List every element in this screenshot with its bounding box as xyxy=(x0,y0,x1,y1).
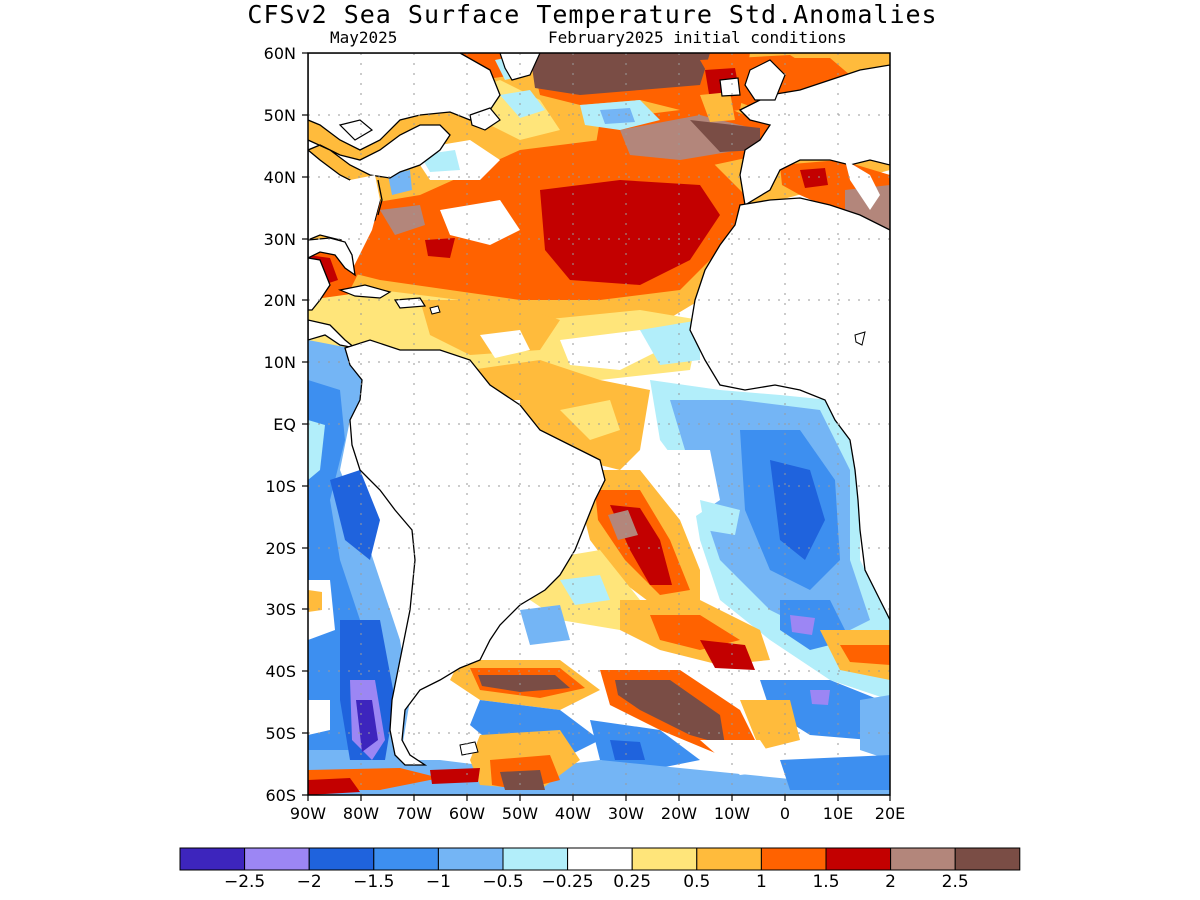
lat-label-30n: 30N xyxy=(263,230,296,249)
lat-label-60n: 60N xyxy=(263,44,296,63)
colorbar-swatch-0 xyxy=(179,847,246,871)
lat-label-50s: 50S xyxy=(265,724,296,743)
map-title: CFSv2 Sea Surface Temperature Std.Anomal… xyxy=(247,0,938,29)
lon-label-70w: 70W xyxy=(395,804,433,823)
lon-label-60w: 60W xyxy=(448,804,486,823)
colorbar-label-8: 1 xyxy=(755,872,767,892)
initial-conditions: February2025 initial conditions xyxy=(548,28,847,47)
colorbar xyxy=(179,847,1021,871)
lat-label-40s: 40S xyxy=(265,662,296,681)
colorbar-label-2: −1.5 xyxy=(353,872,395,892)
colorbar-label-11: 2.5 xyxy=(941,872,969,892)
colorbar-label-1: −2 xyxy=(296,872,322,892)
lon-label-10e: 10E xyxy=(822,804,854,823)
africa-land xyxy=(689,197,890,621)
lon-label-40w: 40W xyxy=(554,804,592,823)
colorbar-label-3: −1 xyxy=(425,872,451,892)
colorbar-label-4: −0.5 xyxy=(482,872,524,892)
colorbar-swatch-4 xyxy=(437,847,504,871)
lon-label-30w: 30W xyxy=(607,804,645,823)
colorbar-swatch-3 xyxy=(373,847,439,871)
colorbar-swatch-9 xyxy=(760,847,827,871)
colorbar-swatch-10 xyxy=(825,847,892,871)
lat-label-50n: 50N xyxy=(263,106,296,125)
lon-label-80w: 80W xyxy=(342,804,380,823)
forecast-month: May2025 xyxy=(330,28,398,47)
europe-land xyxy=(738,64,890,207)
colorbar-swatch-12 xyxy=(954,847,1021,871)
colorbar-label-6: 0.25 xyxy=(613,872,652,892)
colorbar-swatch-6 xyxy=(567,847,633,871)
colorbar-label-7: 0.5 xyxy=(683,872,711,892)
lon-label-50w: 50W xyxy=(501,804,539,823)
colorbar-label-5: −0.25 xyxy=(541,872,594,892)
colorbar-swatch-2 xyxy=(308,847,375,871)
lon-label-90w: 90W xyxy=(289,804,327,823)
graticule xyxy=(308,53,890,795)
lat-label-20s: 20S xyxy=(265,539,296,558)
colorbar-label-9: 1.5 xyxy=(812,872,840,892)
lat-label-eq: EQ xyxy=(273,415,296,434)
lat-label-10s: 10S xyxy=(265,477,296,496)
colorbar-swatch-11 xyxy=(890,847,956,871)
lon-label-10w: 10W xyxy=(713,804,751,823)
colorbar-swatch-1 xyxy=(244,847,310,871)
sst-anomaly-field xyxy=(308,53,890,795)
axis-ticks xyxy=(302,52,891,801)
colorbar-swatch-5 xyxy=(502,847,569,871)
lat-label-30s: 30S xyxy=(265,600,296,619)
colorbar-swatch-7 xyxy=(631,847,698,871)
colorbar-label-10: 2 xyxy=(885,872,896,892)
colorbar-label-0: −2.5 xyxy=(223,872,266,892)
lat-label-20n: 20N xyxy=(263,291,296,310)
lon-label-20e: 20E xyxy=(874,804,906,823)
lat-label-60s: 60S xyxy=(265,786,296,805)
lon-label-0: 0 xyxy=(779,804,791,823)
colorbar-swatch-8 xyxy=(696,847,762,871)
lat-label-40n: 40N xyxy=(263,168,296,187)
south-america-land xyxy=(344,339,606,766)
lon-label-20w: 20W xyxy=(660,804,698,823)
lat-label-10n: 10N xyxy=(263,353,296,372)
